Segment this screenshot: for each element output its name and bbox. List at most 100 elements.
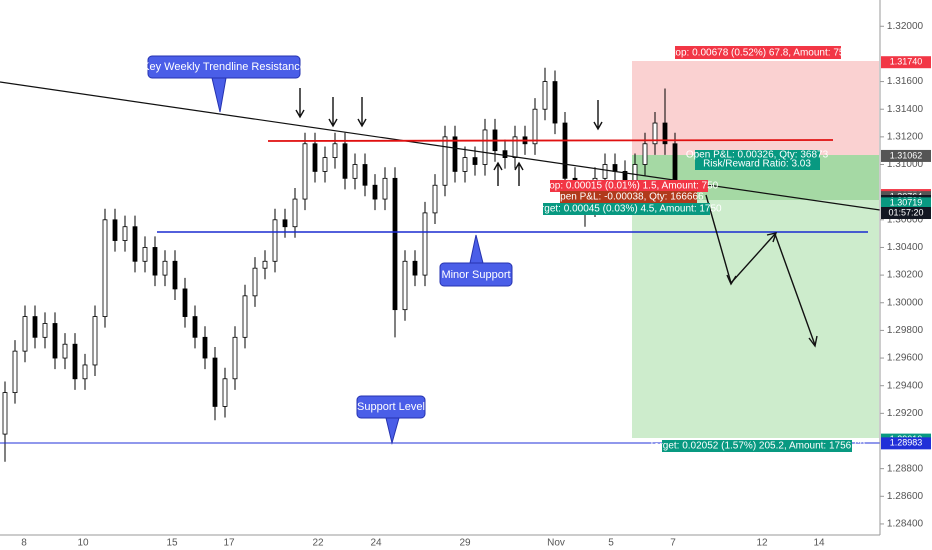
small-pl-label: Open P&L: -0.00038, Qty: 166666 xyxy=(552,192,704,203)
candle-body xyxy=(152,247,158,276)
arrows xyxy=(295,88,818,348)
candle-body xyxy=(122,226,128,241)
candle-body xyxy=(542,81,548,110)
candle-body xyxy=(372,184,378,200)
price-label-box xyxy=(881,197,931,210)
callout-pointer xyxy=(469,234,484,264)
x-tick-label: 29 xyxy=(459,538,471,549)
y-tick-label: 1.28600 xyxy=(887,491,924,502)
candle-body xyxy=(612,164,618,172)
target-label-box xyxy=(662,440,852,452)
callout: Minor Support xyxy=(439,234,513,287)
y-tick-label: 1.29200 xyxy=(887,408,924,419)
y-tick-label: 1.30200 xyxy=(887,270,924,281)
trendline xyxy=(0,81,881,211)
candle-body xyxy=(352,164,358,179)
candle-body xyxy=(172,260,178,290)
x-tick-label: 17 xyxy=(223,538,235,549)
arrow xyxy=(514,161,524,186)
y-tick-label: 1.31400 xyxy=(887,104,924,115)
candle-body xyxy=(132,226,138,262)
candle-body xyxy=(362,164,368,186)
candle-body xyxy=(202,336,208,359)
candle-body xyxy=(22,316,28,352)
x-tick-label: 14 xyxy=(813,538,825,549)
candle-body xyxy=(422,212,428,276)
small-pl-box xyxy=(560,191,697,203)
candle-body xyxy=(652,122,658,145)
position-zones xyxy=(632,61,879,438)
countdown: 01:57:20 xyxy=(888,207,923,217)
candle-body xyxy=(412,260,418,276)
candle-body xyxy=(192,316,198,338)
candle-body xyxy=(162,260,168,276)
candle-body xyxy=(562,122,568,179)
candle-body xyxy=(142,247,148,262)
candle-body xyxy=(112,219,118,241)
price-label: 1.31740 xyxy=(890,57,923,67)
x-tick-label: 15 xyxy=(166,538,178,549)
candle-body xyxy=(222,378,228,407)
candle-body xyxy=(602,164,608,179)
x-tick-label: 22 xyxy=(312,538,324,549)
candle-body xyxy=(262,260,268,269)
callout-box xyxy=(147,55,301,79)
pl-label: Open P&L: 0.00326, Qty: 36873 xyxy=(686,150,829,161)
x-tick-label: 24 xyxy=(370,538,382,549)
pl-label-box xyxy=(695,150,820,170)
stop-label: Stop: 0.00678 (0.52%) 67.8, Amount: 750 xyxy=(666,48,850,59)
candle-body xyxy=(452,136,458,172)
candle-body xyxy=(242,295,248,338)
candle-body xyxy=(552,81,558,124)
candle-body xyxy=(382,177,388,200)
callout-pointer xyxy=(385,417,400,445)
candle-body xyxy=(512,136,518,158)
price-label-box xyxy=(881,437,931,450)
arrow xyxy=(593,100,603,131)
y-tick-label: 1.31200 xyxy=(887,132,924,143)
candle-body xyxy=(2,392,8,435)
rr-label: Risk/Reward Ratio: 3.03 xyxy=(703,159,811,170)
small-target-label: Target: 0.00045 (0.03%) 4.5, Amount: 175… xyxy=(530,204,722,215)
arrow xyxy=(493,161,503,186)
y-tick-label: 1.28400 xyxy=(887,519,924,530)
candle-body xyxy=(12,350,18,394)
callout-box xyxy=(356,395,426,419)
target-label: Target: 0.02052 (1.57%) 205.2, Amount: 1… xyxy=(649,441,866,452)
candle-body xyxy=(342,143,348,179)
position-labels: Stop: 0.00678 (0.52%) 67.8, Amount: 750 … xyxy=(530,46,866,452)
candle-body xyxy=(322,157,328,172)
price-label-box xyxy=(881,56,931,69)
callout-text: Minor Support xyxy=(441,269,510,281)
callout-text: Support Level xyxy=(357,401,425,413)
price-label: 1.31062 xyxy=(890,150,923,160)
candle-body xyxy=(282,219,288,228)
candle-body xyxy=(502,150,508,158)
callout-text: Key Weekly Trendline Resistance xyxy=(142,61,306,73)
y-tick-label: 1.31000 xyxy=(887,159,924,170)
price-label: 1.28983 xyxy=(890,438,923,448)
candle-body xyxy=(32,316,38,338)
candle-body xyxy=(72,343,78,380)
candle-body xyxy=(662,122,668,145)
candle-body xyxy=(182,288,188,317)
drawings: Key Weekly Trendline Resistance Minor Su… xyxy=(0,46,881,452)
projection xyxy=(705,194,816,346)
candle-body xyxy=(472,157,478,165)
candle-body xyxy=(302,143,308,200)
candle-body xyxy=(292,198,298,228)
candle-body xyxy=(442,136,448,186)
y-tick-label: 1.30000 xyxy=(887,297,924,308)
stop-label-box xyxy=(675,46,841,59)
price-label-box xyxy=(881,149,931,162)
y-tick-label: 1.29400 xyxy=(887,380,924,391)
candle-body xyxy=(642,143,648,165)
small-target-box xyxy=(543,203,710,215)
callout: Key Weekly Trendline Resistance xyxy=(142,55,306,113)
arrow xyxy=(295,88,305,119)
y-tick-label: 1.29600 xyxy=(887,353,924,364)
arrow xyxy=(357,97,367,128)
candle-body xyxy=(432,184,438,214)
x-tick-label: 10 xyxy=(77,538,89,549)
